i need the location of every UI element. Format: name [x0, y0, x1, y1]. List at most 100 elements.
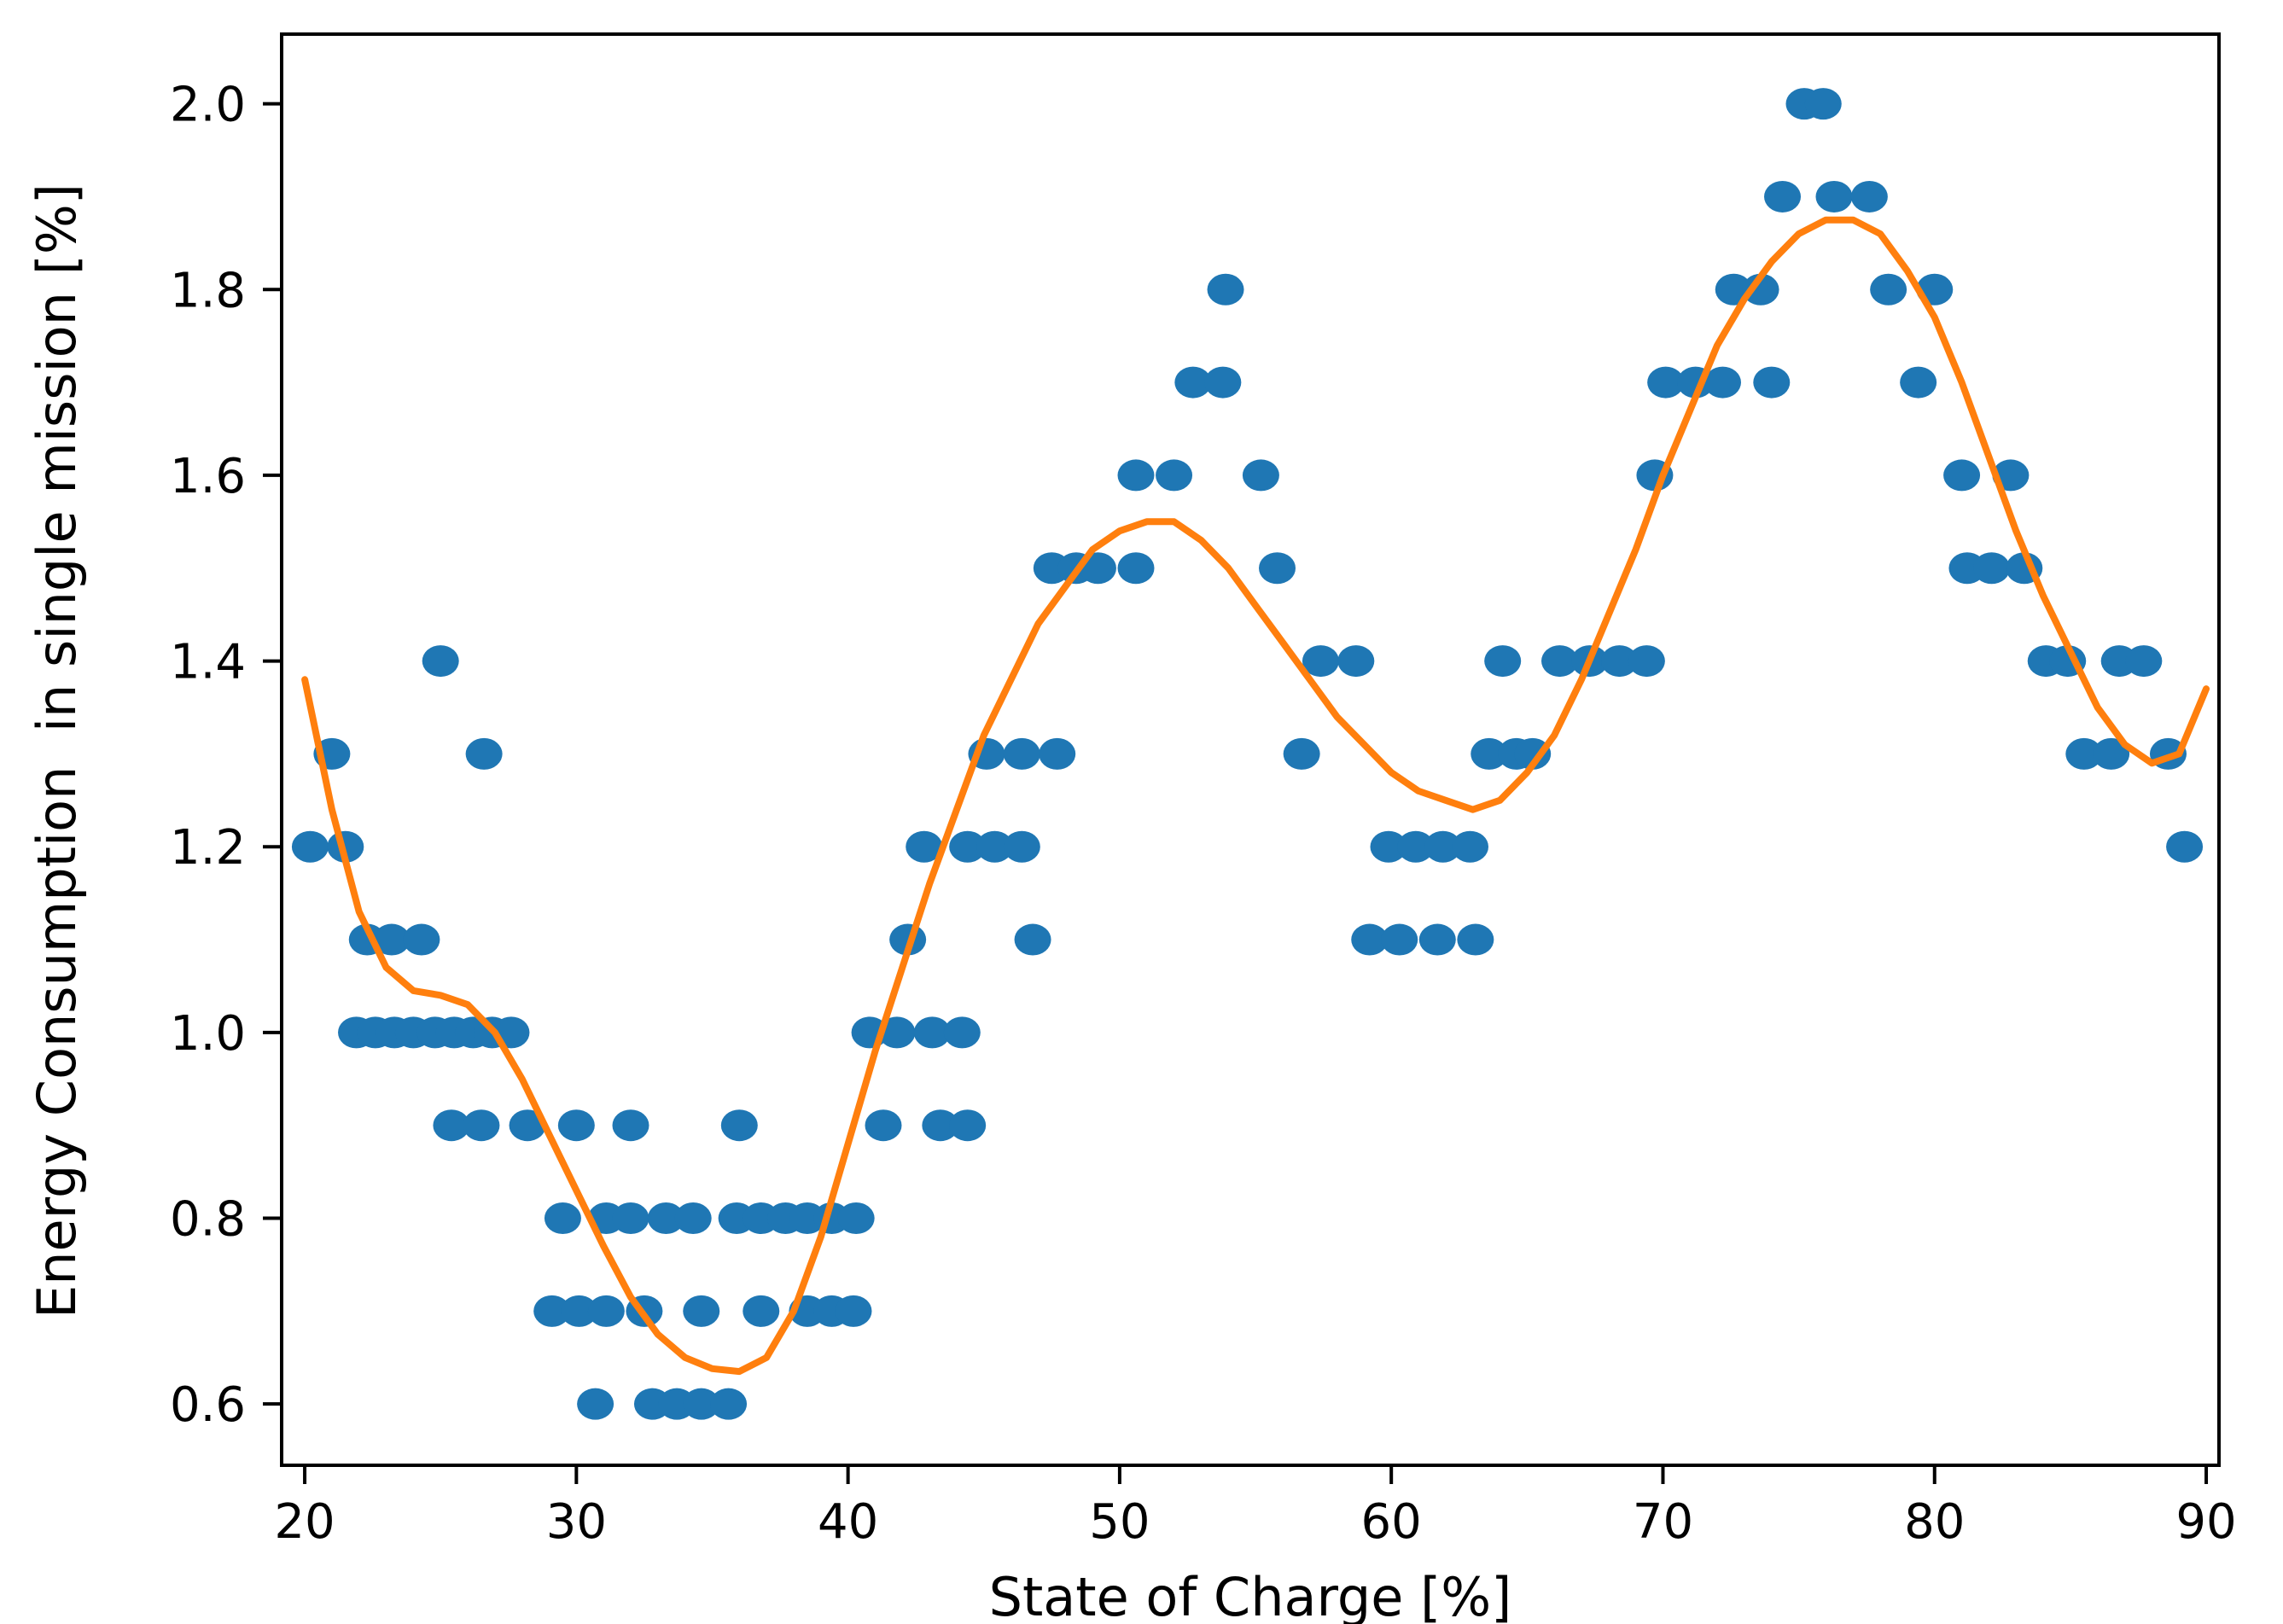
axis-tick-labels: 20 30 40 50 60 70 80 90 0.6 0.8 1.0 1.2 1.4 1.6 1.8 2.0 — [170, 78, 2237, 1550]
fit-curve — [301, 216, 2210, 1376]
scatter-point — [533, 1295, 571, 1327]
scatter-point — [837, 1202, 875, 1235]
scatter-point — [2065, 737, 2103, 770]
scatter-point — [373, 923, 411, 956]
scatter-point — [422, 645, 459, 678]
y-tick-label: 0.8 — [170, 1192, 246, 1248]
scatter-point — [906, 830, 943, 863]
scatter-point — [1397, 830, 1435, 863]
scatter-point — [878, 1016, 916, 1049]
x-tick-label: 20 — [274, 1494, 335, 1550]
scatter-point — [561, 1295, 598, 1327]
y-tick-label: 1.8 — [170, 263, 246, 318]
scatter-point — [1424, 830, 1462, 863]
y-tick-label: 1.6 — [170, 449, 246, 504]
scatter-point — [1259, 552, 1296, 585]
y-tick-label: 0.6 — [170, 1377, 246, 1433]
y-axis-label: Energy Consumption in single mission [%] — [26, 183, 88, 1318]
scatter-point — [835, 1295, 872, 1327]
scatter-point — [743, 1295, 780, 1327]
scatter-point — [1943, 459, 1981, 492]
x-axis-label: State of Charge [%] — [989, 1566, 1512, 1624]
scatter-point — [557, 1109, 595, 1142]
plot-frame — [280, 32, 2221, 1467]
scatter-point — [612, 1202, 649, 1235]
scatter-point — [1647, 366, 1685, 399]
scatter-point — [1337, 645, 1375, 678]
scatter-point — [1764, 180, 1802, 212]
scatter-point — [1514, 737, 1552, 770]
scatter-point — [1704, 366, 1741, 399]
scatter-point — [1628, 645, 1665, 678]
scatter-point — [1742, 273, 1779, 306]
scatter-points-layer — [291, 88, 2204, 1420]
scatter-point — [943, 1016, 981, 1049]
scatter-point — [612, 1109, 649, 1142]
x-tick-label: 30 — [546, 1494, 607, 1550]
scatter-point — [720, 1109, 758, 1142]
scatter-point — [922, 1109, 959, 1142]
scatter-point — [1302, 645, 1339, 678]
scatter-point — [647, 1202, 684, 1235]
scatter-point — [1003, 830, 1040, 863]
y-tick-label: 1.4 — [170, 635, 246, 690]
y-tick-label: 1.2 — [170, 820, 246, 876]
scatter-point — [949, 830, 987, 863]
scatter-point — [674, 1202, 712, 1235]
scatter-point — [1381, 923, 1418, 956]
scatter-point — [2093, 737, 2130, 770]
scatter-point — [465, 737, 503, 770]
scatter-point — [1484, 645, 1522, 678]
scatter-point — [1815, 180, 1853, 212]
scatter-point — [1451, 830, 1488, 863]
scatter-point — [683, 1388, 720, 1420]
y-tick-label: 2.0 — [170, 78, 246, 133]
x-tick-label: 50 — [1089, 1494, 1150, 1550]
x-tick-label: 90 — [2175, 1494, 2236, 1550]
scatter-point — [1850, 180, 1888, 212]
scatter-point — [1870, 273, 1907, 306]
scatter-point — [683, 1295, 720, 1327]
scatter-point — [1174, 366, 1212, 399]
scatter-point — [949, 1109, 987, 1142]
scatter-point — [1370, 830, 1407, 863]
scatter-point — [1351, 923, 1389, 956]
scatter-point — [587, 1295, 625, 1327]
scatter-point — [710, 1388, 748, 1420]
scatter-point — [865, 1109, 902, 1142]
scatter-point — [463, 1109, 500, 1142]
scatter-point — [1283, 737, 1320, 770]
scatter-point — [1117, 459, 1155, 492]
scatter-point — [1471, 737, 1508, 770]
x-tick-label: 40 — [818, 1494, 878, 1550]
scatter-point — [1804, 88, 1842, 120]
scatter-point — [1601, 645, 1639, 678]
scatter-point — [1204, 366, 1242, 399]
scatter-point — [1418, 923, 1456, 956]
x-tick-label: 60 — [1361, 1494, 1422, 1550]
scatter-point — [1014, 923, 1051, 956]
scatter-point — [976, 830, 1013, 863]
scatter-point — [544, 1202, 581, 1235]
scatter-point — [1207, 273, 1244, 306]
scatter-point — [2166, 830, 2204, 863]
scatter-point — [403, 923, 440, 956]
scatter-point — [1541, 645, 1579, 678]
fit-curve-layer — [301, 216, 2210, 1376]
scatter-point — [1242, 459, 1279, 492]
y-tick-label: 1.0 — [170, 1006, 246, 1062]
scatter-point — [1900, 366, 1937, 399]
x-tick-label: 70 — [1633, 1494, 1693, 1550]
scatter-point — [1003, 737, 1040, 770]
scatter-point — [577, 1388, 614, 1420]
scatter-point — [1457, 923, 1494, 956]
scatter-point — [1156, 459, 1193, 492]
axis-ticks — [263, 102, 2209, 1484]
scatter-point — [1753, 366, 1791, 399]
scatter-point — [433, 1109, 470, 1142]
scatter-point — [1117, 552, 1155, 585]
x-tick-label: 80 — [1904, 1494, 1965, 1550]
scatter-point — [2125, 645, 2163, 678]
